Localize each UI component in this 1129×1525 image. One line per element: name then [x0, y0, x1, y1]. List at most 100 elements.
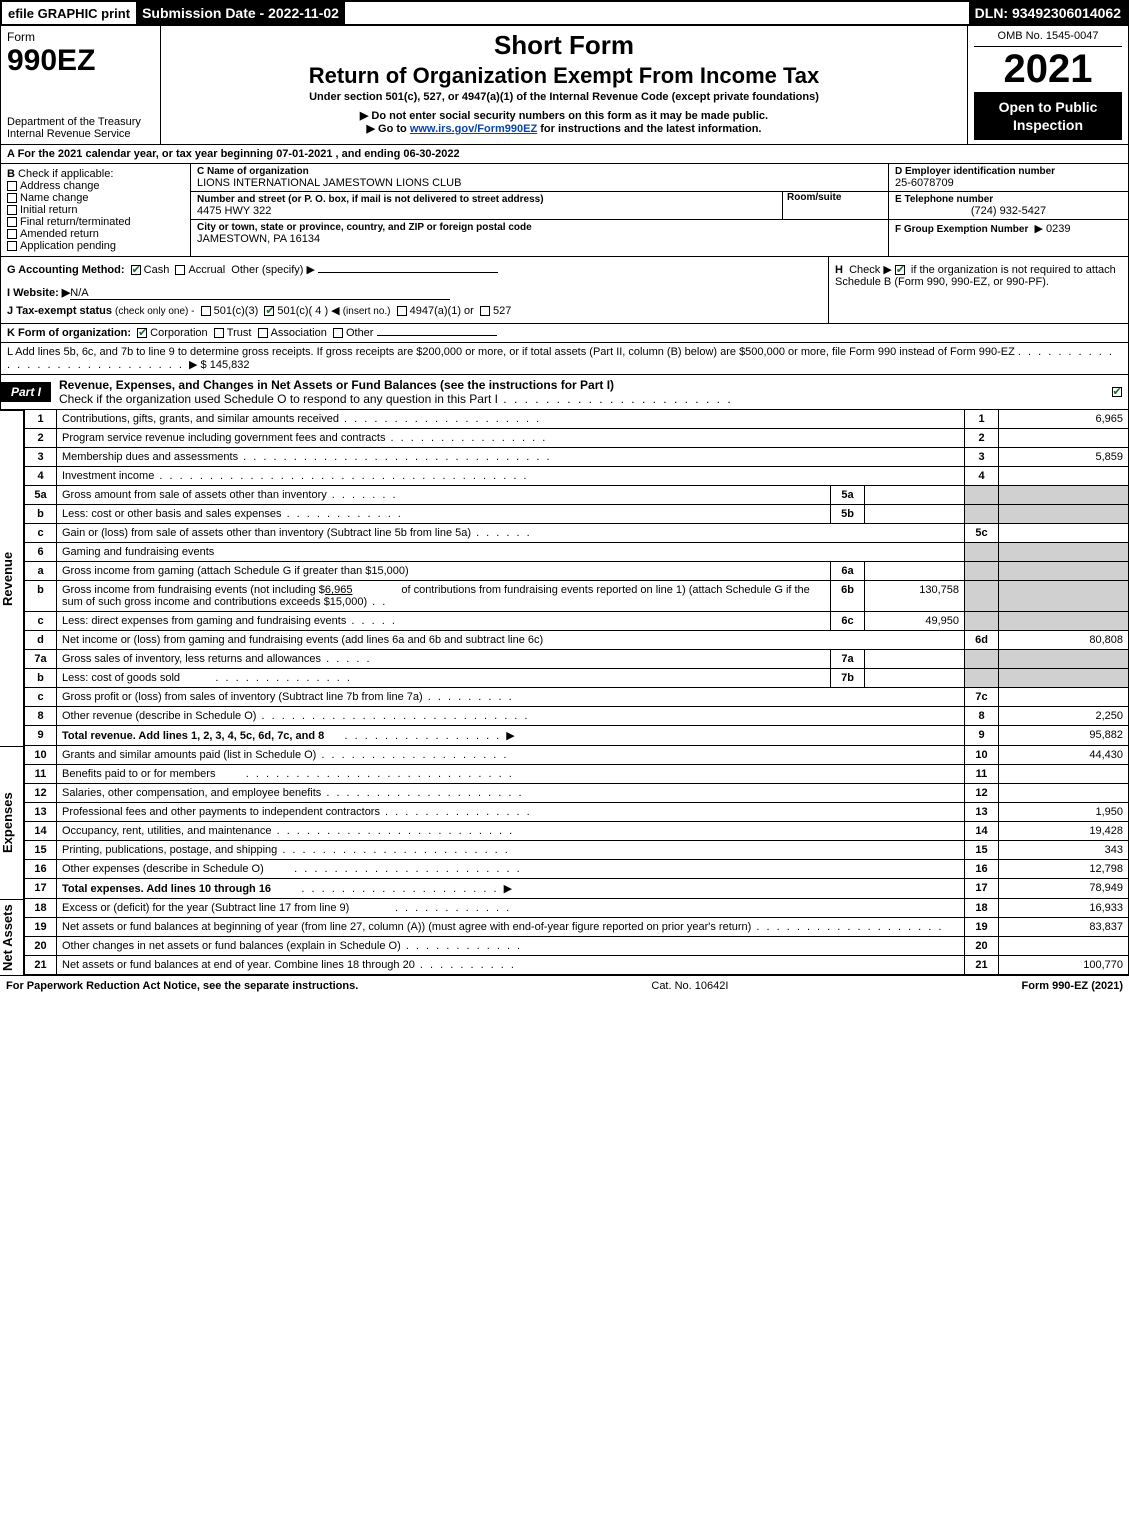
l5a-sv	[865, 486, 965, 505]
org-name: LIONS INTERNATIONAL JAMESTOWN LIONS CLUB	[197, 177, 882, 189]
phone: (724) 932-5427	[895, 205, 1122, 217]
omb: OMB No. 1545-0047	[974, 30, 1122, 47]
chk-assoc[interactable]	[258, 328, 268, 338]
open-inspection: Open to Public Inspection	[974, 92, 1122, 140]
chk-address[interactable]	[7, 181, 17, 191]
part1-title: Revenue, Expenses, and Changes in Net As…	[59, 378, 614, 392]
b-opt-1: Name change	[20, 192, 89, 204]
l3-v: 5,859	[999, 448, 1129, 467]
part1-tag: Part I	[1, 382, 51, 402]
line-l: L Add lines 5b, 6c, and 7b to line 9 to …	[0, 343, 1129, 375]
l9-d: Total revenue. Add lines 1, 2, 3, 4, 5c,…	[62, 730, 324, 742]
l6b-d1: Gross income from fundraising events (no…	[62, 584, 325, 596]
chk-final[interactable]	[7, 217, 17, 227]
b-label: B	[7, 168, 15, 180]
chk-initial[interactable]	[7, 205, 17, 215]
l11-d: Benefits paid to or for members	[62, 768, 215, 780]
sub3-pre: Go to	[378, 123, 410, 135]
chk-h[interactable]	[895, 265, 905, 275]
group-exempt: 0239	[1046, 223, 1070, 235]
line-g: G Accounting Method: Cash Accrual Other …	[7, 263, 822, 276]
l-val: $ 145,832	[201, 359, 250, 371]
chk-part1-o[interactable]	[1112, 387, 1122, 397]
efile-label[interactable]: efile GRAPHIC print	[2, 2, 136, 24]
l1-d: Contributions, gifts, grants, and simila…	[62, 413, 339, 425]
form-header: Form 990EZ Department of the Treasury In…	[0, 26, 1129, 145]
l16-v: 12,798	[999, 860, 1129, 879]
l9-v: 95,882	[999, 726, 1129, 746]
l5b-sv	[865, 505, 965, 524]
footer-cat: Cat. No. 10642I	[358, 980, 1021, 992]
chk-accrual[interactable]	[175, 265, 185, 275]
l12-v	[999, 784, 1129, 803]
side-revenue: Revenue	[0, 410, 24, 746]
l2-d: Program service revenue including govern…	[62, 432, 385, 444]
j-o1: 501(c)(3)	[214, 305, 259, 317]
footer-left: For Paperwork Reduction Act Notice, see …	[6, 980, 358, 992]
l4-v	[999, 467, 1129, 486]
l17-v: 78,949	[999, 879, 1129, 899]
i-lbl: I Website: ▶	[7, 287, 70, 299]
l2-v	[999, 429, 1129, 448]
l5a-d: Gross amount from sale of assets other t…	[62, 489, 327, 501]
c-name-lbl: C Name of organization	[197, 166, 882, 177]
expenses-section: Expenses 10Grants and similar amounts pa…	[0, 746, 1129, 899]
b-opt-0: Address change	[20, 180, 100, 192]
j-sub: (check only one) -	[115, 306, 194, 317]
k-o2: Trust	[227, 327, 252, 339]
l19-d: Net assets or fund balances at beginning…	[62, 921, 751, 933]
l7a-d: Gross sales of inventory, less returns a…	[62, 653, 321, 665]
short-form: Short Form	[167, 30, 961, 61]
subtitle-3: Go to www.irs.gov/Form990EZ for instruct…	[167, 122, 961, 135]
l14-d: Occupancy, rent, utilities, and maintena…	[62, 825, 272, 837]
l12-d: Salaries, other compensation, and employ…	[62, 787, 321, 799]
l19-v: 83,837	[999, 918, 1129, 937]
part1-check: Check if the organization used Schedule …	[59, 392, 498, 406]
revenue-section: Revenue 1Contributions, gifts, grants, a…	[0, 410, 1129, 746]
submission-date: Submission Date - 2022-11-02	[136, 2, 345, 24]
line-j: J Tax-exempt status (check only one) - 5…	[7, 304, 822, 317]
ein: 25-6078709	[895, 177, 1122, 189]
chk-527[interactable]	[480, 306, 490, 316]
dept: Department of the Treasury Internal Reve…	[7, 116, 154, 140]
l6d-v: 80,808	[999, 631, 1129, 650]
l8-v: 2,250	[999, 707, 1129, 726]
g-other: Other (specify)	[231, 264, 303, 276]
l5b-d: Less: cost or other basis and sales expe…	[62, 508, 282, 520]
g-accrual: Accrual	[188, 264, 225, 276]
side-expenses: Expenses	[0, 746, 24, 899]
c-city-lbl: City or town, state or province, country…	[197, 222, 882, 233]
g-text: G Accounting Method:	[7, 264, 125, 276]
k-o3: Association	[271, 327, 327, 339]
l21-v: 100,770	[999, 956, 1129, 975]
l13-d: Professional fees and other payments to …	[62, 806, 380, 818]
l6d-d: Net income or (loss) from gaming and fun…	[62, 634, 543, 646]
dln: DLN: 93492306014062	[969, 2, 1127, 24]
l6b-amt: 6,965	[325, 584, 353, 596]
chk-other[interactable]	[333, 328, 343, 338]
l10-v: 44,430	[999, 746, 1129, 765]
l1-v: 6,965	[999, 410, 1129, 429]
b-opt-4: Amended return	[20, 228, 99, 240]
chk-trust[interactable]	[214, 328, 224, 338]
f-lbl: F Group Exemption Number	[895, 224, 1028, 235]
chk-4947[interactable]	[397, 306, 407, 316]
l6-d: Gaming and fundraising events	[62, 546, 214, 558]
j-o3: 4947(a)(1) or	[410, 305, 474, 317]
chk-cash[interactable]	[131, 265, 141, 275]
city: JAMESTOWN, PA 16134	[197, 233, 882, 245]
chk-pending[interactable]	[7, 241, 17, 251]
l7b-sv	[865, 669, 965, 688]
entity-block: B Check if applicable: Address change Na…	[0, 164, 1129, 257]
l3-d: Membership dues and assessments	[62, 451, 238, 463]
j-o4: 527	[493, 305, 511, 317]
l8-d: Other revenue (describe in Schedule O)	[62, 710, 256, 722]
chk-amended[interactable]	[7, 229, 17, 239]
chk-501c3[interactable]	[201, 306, 211, 316]
chk-corp[interactable]	[137, 328, 147, 338]
street: 4475 HWY 322	[197, 205, 782, 217]
irs-link[interactable]: www.irs.gov/Form990EZ	[410, 123, 537, 135]
chk-name[interactable]	[7, 193, 17, 203]
chk-501c[interactable]	[264, 306, 274, 316]
netassets-section: Net Assets 18Excess or (deficit) for the…	[0, 899, 1129, 975]
